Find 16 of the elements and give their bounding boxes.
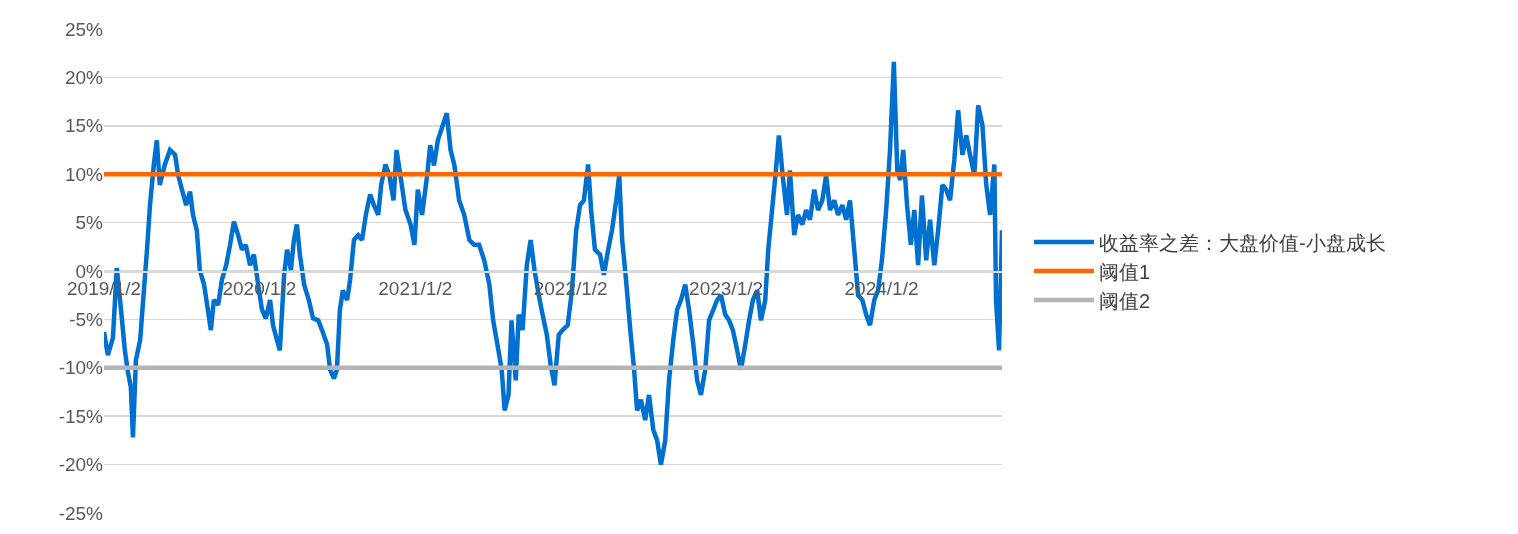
y-tick-label: 5% xyxy=(75,212,104,234)
legend-label: 阈值1 xyxy=(1098,260,1151,283)
x-tick-label: 2023/1/2 xyxy=(689,278,764,300)
y-tick-label: 0% xyxy=(75,260,104,282)
x-tick-label: 2021/1/2 xyxy=(378,278,453,300)
y-tick-label: -15% xyxy=(58,405,104,427)
y-tick-label: 20% xyxy=(64,67,104,89)
legend-label: 阈值2 xyxy=(1098,289,1151,312)
legend-label: 收益率之差：大盘价值-小盘成长 xyxy=(1098,231,1386,254)
y-tick-label: -10% xyxy=(58,357,104,379)
y-tick-label: -20% xyxy=(58,454,104,476)
y-tick-label: 25% xyxy=(64,18,104,40)
y-tick-label: 15% xyxy=(64,115,104,137)
y-tick-label: -25% xyxy=(58,502,104,524)
y-tick-label: -5% xyxy=(69,309,104,331)
y-tick-label: 10% xyxy=(64,163,104,185)
